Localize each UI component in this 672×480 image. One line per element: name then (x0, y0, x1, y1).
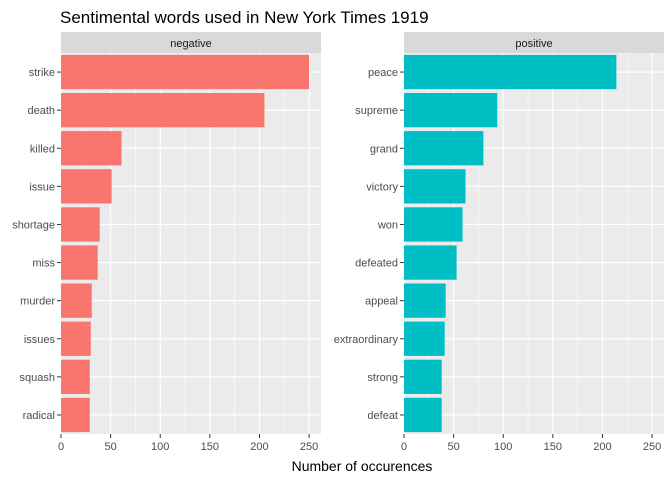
y-tick-label: appeal (365, 296, 398, 308)
chart-panels: negative strike death killed issue shortage mi… (12, 32, 664, 453)
x-tick-label: 100 (494, 441, 512, 453)
bar-negative-strike (61, 54, 310, 90)
bar-negative-death (61, 93, 265, 128)
y-tick-label: killed (30, 143, 55, 155)
x-tick-label: 200 (250, 441, 268, 453)
strip-label-positive: positive (515, 38, 552, 50)
y-tick-label: radical (23, 410, 55, 422)
bar-negative-issues (61, 321, 91, 356)
bar-negative-miss (61, 245, 98, 280)
panel-positive: positive peace supreme grand victory won defea… (334, 32, 664, 453)
x-tick-label: 250 (643, 441, 661, 453)
chart-title: Sentimental words used in New York Times… (60, 8, 429, 27)
y-tick-label: miss (32, 258, 55, 270)
y-tick-label: supreme (355, 105, 398, 117)
x-tick-label: 0 (58, 441, 64, 453)
x-tick-label: 50 (447, 441, 459, 453)
bar-positive-appeal (404, 283, 446, 318)
x-tick-label: 100 (151, 441, 169, 453)
y-tick-label: death (27, 105, 55, 117)
bar-positive-won (404, 207, 463, 242)
y-tick-label: strong (367, 372, 398, 384)
x-axis-title: Number of occurences (292, 458, 433, 474)
y-tick-label: shortage (12, 219, 55, 231)
bar-negative-killed (61, 131, 122, 166)
y-tick-label: defeat (367, 410, 398, 422)
bar-positive-victory (404, 169, 466, 204)
bar-positive-defeated (404, 245, 457, 280)
y-tick-label: defeated (355, 258, 398, 270)
y-tick-label: issue (29, 181, 55, 193)
y-tick-label: murder (20, 296, 55, 308)
bar-positive-grand (404, 131, 484, 166)
bar-negative-shortage (61, 207, 100, 242)
bar-positive-extraordinary (404, 321, 445, 356)
bar-positive-defeat (404, 397, 442, 433)
bar-negative-radical (61, 397, 90, 433)
strip-negative (61, 32, 321, 53)
strip-label-negative: negative (170, 38, 212, 50)
x-tick-label: 200 (593, 441, 611, 453)
strip-positive (404, 32, 664, 53)
x-tick-label: 0 (401, 441, 407, 453)
bar-negative-issue (61, 169, 112, 204)
y-tick-label: issues (24, 334, 56, 346)
y-tick-label: extraordinary (334, 334, 399, 346)
bar-positive-strong (404, 359, 442, 394)
y-tick-label: grand (370, 143, 398, 155)
y-tick-label: peace (368, 67, 398, 79)
x-tick-label: 150 (544, 441, 562, 453)
x-tick-label: 50 (104, 441, 116, 453)
bar-negative-squash (61, 359, 90, 394)
y-tick-label: squash (20, 372, 55, 384)
bar-positive-peace (404, 54, 617, 90)
panel-negative: negative strike death killed issue shortage mi… (12, 32, 321, 453)
x-tick-label: 250 (300, 441, 318, 453)
bar-negative-murder (61, 283, 92, 318)
y-tick-label: strike (29, 67, 55, 79)
y-tick-label: victory (366, 181, 398, 193)
y-tick-label: won (377, 219, 398, 231)
bar-positive-supreme (404, 93, 498, 128)
x-tick-label: 150 (201, 441, 219, 453)
